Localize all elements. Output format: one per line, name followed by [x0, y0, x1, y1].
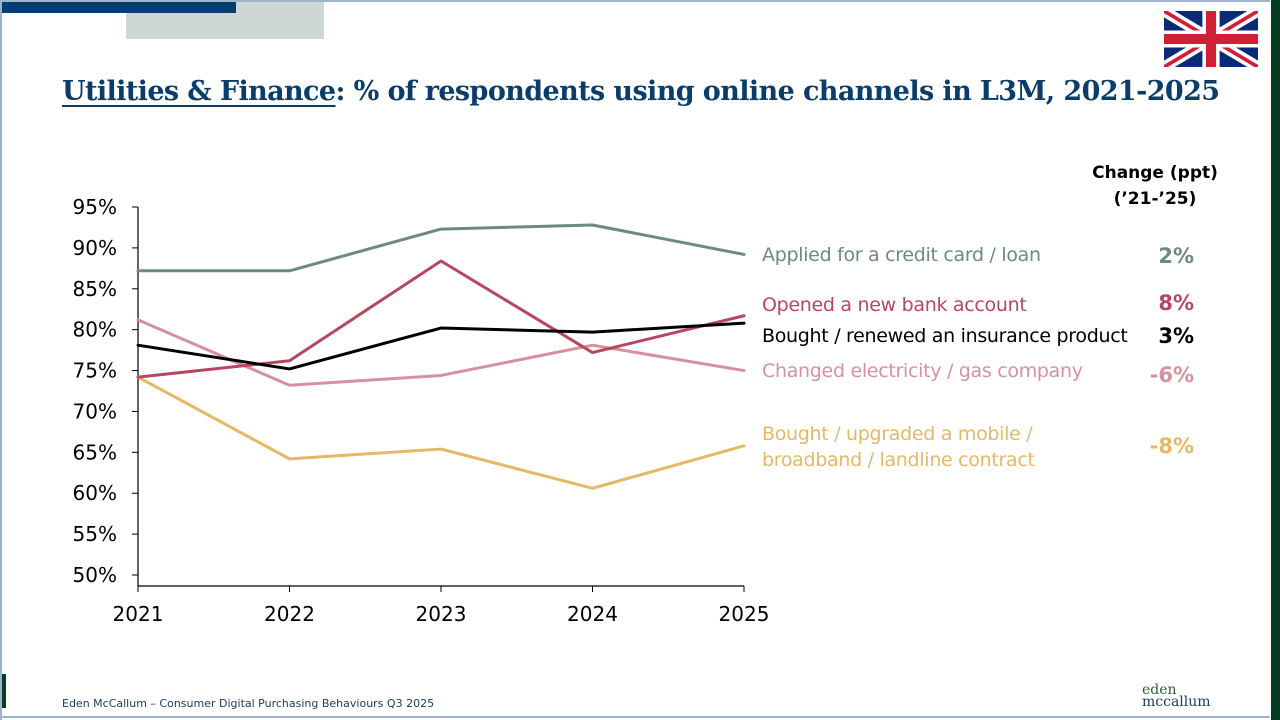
change-value: 2%	[1158, 244, 1194, 268]
y-tick-label: 50%	[73, 563, 117, 587]
x-tick-label: 2021	[113, 602, 164, 626]
legend-label: Applied for a credit card / loan	[762, 244, 1041, 266]
title-category: Utilities & Finance	[62, 76, 336, 107]
y-tick-label: 95%	[73, 195, 117, 219]
series-line-3	[136, 321, 746, 371]
x-tick-label: 2023	[416, 602, 467, 626]
chart-lines	[136, 223, 746, 490]
slide-border-bottom	[0, 716, 1270, 718]
change-header-line2: (’21-’25)	[1113, 189, 1197, 209]
legend-label-line: Bought / upgraded a mobile /	[762, 423, 1033, 445]
x-tick-label: 2025	[719, 602, 770, 626]
legend-label: Bought / renewed an insurance product	[762, 325, 1128, 347]
y-tick-label: 65%	[73, 440, 117, 464]
change-value: -8%	[1149, 434, 1194, 458]
change-header-line1: Change (ppt)	[1092, 163, 1218, 183]
page-title: Utilities & Finance: % of respondents us…	[62, 76, 1220, 107]
y-tick-label: 85%	[73, 277, 117, 301]
brand-side-bar	[1271, 0, 1280, 720]
x-tick-label: 2022	[264, 602, 315, 626]
series-line-1	[136, 223, 746, 273]
y-tick-label: 55%	[73, 522, 117, 546]
slide-border-top	[0, 0, 1270, 2]
company-logo: eden mccallum	[1142, 682, 1211, 710]
y-tick-label: 80%	[73, 318, 117, 342]
footer-accent-mark	[2, 674, 6, 708]
y-tick-label: 90%	[73, 236, 117, 260]
uk-flag-icon	[1164, 11, 1258, 67]
x-tick-label: 2024	[567, 602, 618, 626]
y-tick-label: 60%	[73, 481, 117, 505]
slide-border-left	[0, 0, 2, 720]
change-value: 8%	[1158, 291, 1194, 315]
logo-line2: mccallum	[1142, 694, 1211, 710]
logo-line1: eden	[1142, 682, 1177, 698]
header-accent-blue	[2, 2, 236, 13]
footer-text: Eden McCallum – Consumer Digital Purchas…	[62, 697, 435, 710]
legend-label-line: broadband / landline contract	[762, 449, 1035, 471]
legend-label: Opened a new bank account	[762, 294, 1027, 316]
series-line-5	[136, 375, 746, 490]
y-tick-label: 75%	[73, 359, 117, 383]
change-value: -6%	[1149, 363, 1194, 387]
legend-label: Changed electricity / gas company	[762, 360, 1083, 382]
change-value: 3%	[1158, 324, 1194, 348]
change-column-header: Change (ppt) (’21-’25)	[1080, 160, 1230, 212]
legend-label: Bought / upgraded a mobile / broadband / …	[762, 421, 1035, 473]
chart-axes: 50% 55% 60% 65% 70% 75% 80% 85% 90% 95% 2021 2022 20…	[73, 195, 770, 626]
y-tick-label: 70%	[73, 399, 117, 423]
title-text: : % of respondents using online channels…	[335, 76, 1220, 107]
